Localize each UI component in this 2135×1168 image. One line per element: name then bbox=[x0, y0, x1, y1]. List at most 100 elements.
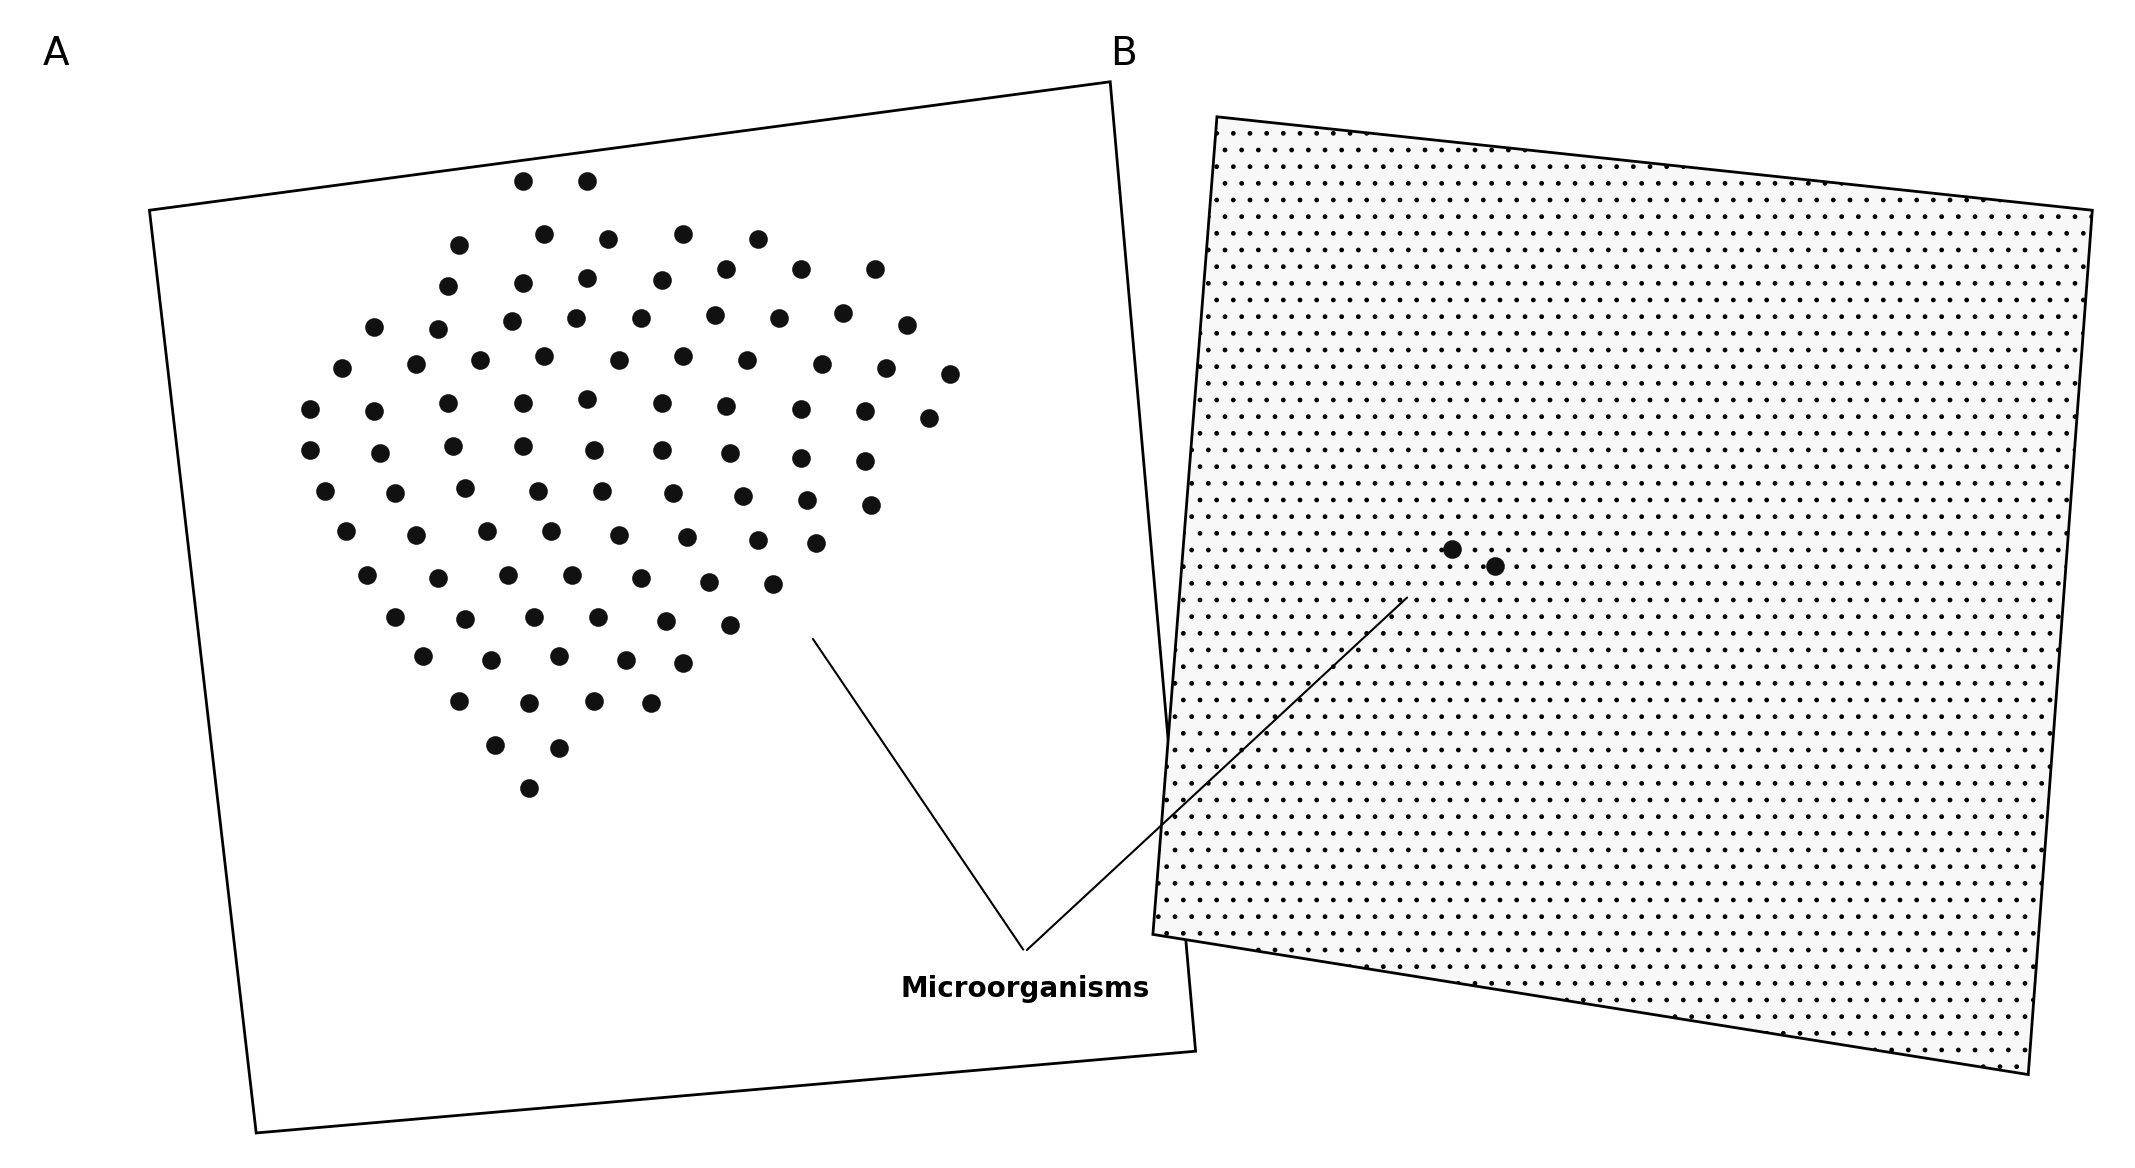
Point bbox=[805, 355, 839, 374]
Point bbox=[581, 607, 615, 626]
Point bbox=[645, 440, 679, 459]
Point bbox=[741, 230, 775, 249]
Point bbox=[576, 691, 611, 710]
Point bbox=[623, 569, 658, 588]
Point bbox=[292, 440, 327, 459]
Point bbox=[570, 269, 604, 287]
Point bbox=[517, 607, 551, 626]
Point bbox=[623, 308, 658, 327]
Text: Microorganisms: Microorganisms bbox=[901, 975, 1149, 1003]
Point bbox=[527, 224, 562, 243]
Point bbox=[645, 394, 679, 412]
Point bbox=[436, 437, 470, 456]
Point bbox=[491, 565, 525, 584]
Point bbox=[1477, 557, 1512, 576]
Point bbox=[591, 230, 626, 249]
Point bbox=[698, 306, 732, 325]
Point bbox=[713, 444, 747, 463]
Point bbox=[634, 694, 668, 712]
Point bbox=[329, 522, 363, 541]
Point bbox=[730, 350, 764, 369]
Point bbox=[478, 736, 512, 755]
Point bbox=[709, 397, 743, 416]
Point bbox=[506, 394, 540, 412]
Point bbox=[790, 491, 824, 509]
Point bbox=[506, 172, 540, 190]
Point bbox=[307, 481, 342, 500]
Point bbox=[933, 364, 967, 383]
Polygon shape bbox=[149, 82, 1196, 1133]
Point bbox=[826, 304, 860, 322]
Point bbox=[602, 350, 636, 369]
Point bbox=[726, 487, 760, 506]
Point bbox=[570, 390, 604, 409]
Point bbox=[848, 452, 882, 471]
Point bbox=[570, 172, 604, 190]
Point bbox=[854, 495, 888, 514]
Point bbox=[534, 522, 568, 541]
Point bbox=[655, 484, 690, 502]
Point bbox=[325, 359, 359, 377]
Point bbox=[559, 308, 594, 327]
Point bbox=[670, 528, 705, 547]
Point bbox=[350, 565, 384, 584]
Point bbox=[512, 779, 547, 798]
Point bbox=[645, 271, 679, 290]
Point bbox=[512, 694, 547, 712]
Point bbox=[576, 440, 611, 459]
Point bbox=[406, 647, 440, 666]
Point bbox=[666, 224, 700, 243]
Point bbox=[741, 530, 775, 549]
Point bbox=[470, 522, 504, 541]
Point bbox=[448, 610, 483, 628]
Point bbox=[527, 347, 562, 366]
Point bbox=[495, 312, 529, 331]
Point bbox=[666, 347, 700, 366]
Point bbox=[399, 355, 433, 374]
Point bbox=[292, 399, 327, 418]
Point bbox=[692, 572, 726, 591]
Point bbox=[912, 409, 946, 427]
Point bbox=[784, 449, 818, 467]
Point bbox=[431, 394, 465, 412]
Point bbox=[506, 437, 540, 456]
Point bbox=[521, 481, 555, 500]
Point bbox=[1435, 540, 1469, 558]
Text: A: A bbox=[43, 35, 68, 74]
Point bbox=[363, 444, 397, 463]
Point bbox=[442, 236, 476, 255]
Point bbox=[542, 738, 576, 757]
Point bbox=[709, 259, 743, 278]
Point bbox=[784, 259, 818, 278]
Point bbox=[858, 259, 892, 278]
Point bbox=[555, 565, 589, 584]
Point bbox=[890, 315, 924, 334]
Point bbox=[585, 481, 619, 500]
Point bbox=[421, 320, 455, 339]
Point bbox=[421, 569, 455, 588]
Point bbox=[378, 484, 412, 502]
Point bbox=[357, 402, 391, 420]
Point bbox=[762, 308, 796, 327]
Point bbox=[431, 277, 465, 296]
Point bbox=[798, 534, 833, 552]
Point bbox=[608, 651, 643, 669]
Point bbox=[463, 350, 497, 369]
Point bbox=[848, 402, 882, 420]
Point bbox=[378, 607, 412, 626]
Point bbox=[649, 612, 683, 631]
Point bbox=[357, 318, 391, 336]
Point bbox=[506, 273, 540, 292]
Point bbox=[784, 399, 818, 418]
Point bbox=[713, 616, 747, 634]
Point bbox=[399, 526, 433, 544]
Point bbox=[442, 691, 476, 710]
Text: B: B bbox=[1110, 35, 1138, 74]
Point bbox=[602, 526, 636, 544]
Polygon shape bbox=[1153, 117, 2092, 1075]
Point bbox=[448, 479, 483, 498]
Point bbox=[666, 654, 700, 673]
Point bbox=[869, 359, 903, 377]
Point bbox=[542, 647, 576, 666]
Point bbox=[756, 575, 790, 593]
